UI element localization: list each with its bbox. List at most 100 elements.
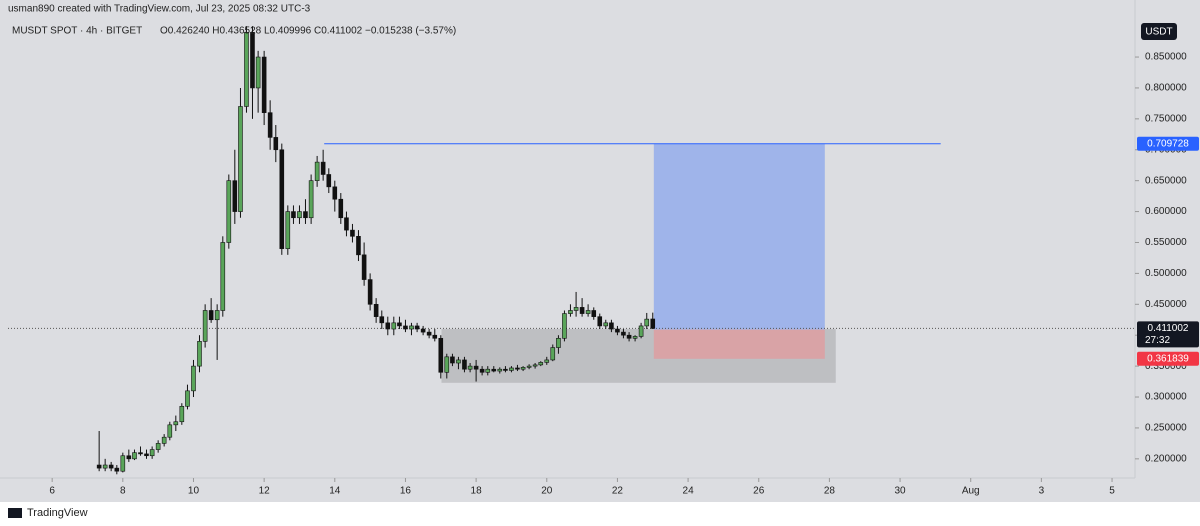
candle-body xyxy=(297,211,302,219)
x-tick-label: 12 xyxy=(259,486,271,497)
candle-body xyxy=(462,359,467,370)
candle-body xyxy=(526,365,532,368)
candle-body xyxy=(273,137,279,151)
candle-body xyxy=(573,307,579,311)
candle-body xyxy=(350,229,355,237)
candle-body xyxy=(615,328,620,333)
candle-body xyxy=(356,236,361,256)
candle-body xyxy=(432,334,438,339)
price-tag: 0.709728 xyxy=(1147,138,1189,149)
y-tick-label: 0.200000 xyxy=(1145,453,1187,464)
candle-body xyxy=(197,341,202,367)
candle-body xyxy=(538,362,544,366)
x-tick-label: 22 xyxy=(612,486,624,497)
x-tick-label: 20 xyxy=(541,486,553,497)
candle-body xyxy=(603,322,609,327)
candle-body xyxy=(403,325,408,330)
candle-body xyxy=(179,405,185,423)
x-tick-label: 16 xyxy=(400,486,412,497)
candle-body xyxy=(338,198,344,219)
footer-bg xyxy=(0,502,1200,526)
candle-body xyxy=(485,368,491,373)
background xyxy=(0,0,1200,502)
candle-body xyxy=(291,211,296,219)
y-tick-label: 0.550000 xyxy=(1145,237,1187,248)
brand-logo xyxy=(8,508,22,518)
candle-body xyxy=(515,367,520,370)
candle-body xyxy=(426,331,432,336)
candle-body xyxy=(562,313,567,339)
candle-body xyxy=(367,279,373,305)
x-tick-label: 26 xyxy=(753,486,765,497)
candle-body xyxy=(479,368,485,373)
y-tick-label: 0.750000 xyxy=(1145,113,1187,124)
plot: 0.2000000.2500000.3000000.3500000.400000… xyxy=(8,26,1187,497)
candle-body xyxy=(173,421,179,426)
candle-body xyxy=(314,161,320,181)
y-tick-label: 0.300000 xyxy=(1145,392,1187,403)
candle-body xyxy=(149,449,155,457)
candle-body xyxy=(591,310,597,317)
target-zone xyxy=(653,143,825,330)
candle-body xyxy=(326,174,332,188)
candle-body xyxy=(497,368,503,372)
price-tag-bg xyxy=(1137,136,1199,151)
ohlc-legend: O0.426240 H0.436528 L0.409996 C0.411002 … xyxy=(160,26,456,37)
candle-body xyxy=(250,32,255,89)
candle-body xyxy=(320,161,326,175)
candle-body xyxy=(467,365,473,370)
candle-body xyxy=(520,367,526,370)
candle-body xyxy=(579,307,585,314)
candle-body xyxy=(556,337,561,348)
price-tag-bg xyxy=(1137,351,1199,366)
x-tick-label: 6 xyxy=(49,486,55,497)
candle-body xyxy=(220,242,226,311)
countdown: 27:32 xyxy=(1145,335,1170,346)
brand: TradingView xyxy=(27,507,88,519)
candle-body xyxy=(491,368,497,372)
x-tick-label: 30 xyxy=(894,486,906,497)
candle-body xyxy=(650,318,656,329)
candle-body xyxy=(503,368,508,371)
candle-body xyxy=(379,316,385,324)
last-price-bg xyxy=(1137,321,1199,348)
y-tick-label: 0.350000 xyxy=(1145,361,1187,372)
candle-body xyxy=(414,325,420,330)
candle-body xyxy=(232,180,238,212)
candle-body xyxy=(191,365,196,392)
candle-body xyxy=(644,318,650,327)
candle-body xyxy=(344,217,349,231)
currency: USDT xyxy=(1145,27,1172,38)
y-tick-label: 0.500000 xyxy=(1145,268,1187,279)
candle-body xyxy=(161,436,167,444)
candle-body xyxy=(279,149,285,249)
candle-body xyxy=(456,359,461,364)
candle-body xyxy=(102,464,108,469)
candle-body xyxy=(409,325,414,330)
candle-body xyxy=(120,455,126,472)
candle-body xyxy=(438,337,444,373)
header: usman890 created with TradingView.com, J… xyxy=(8,4,311,15)
candle-body xyxy=(202,310,208,342)
candle-body xyxy=(126,455,132,460)
candle-body xyxy=(332,186,338,200)
candle-body xyxy=(544,359,550,363)
candle-body xyxy=(532,364,538,367)
symbol: MUSDT SPOT · 4h · BITGET xyxy=(12,26,142,37)
candle-body xyxy=(144,453,149,457)
x-tick-label: Aug xyxy=(962,486,980,497)
candle-body xyxy=(226,180,232,243)
y-tick-label: 0.450000 xyxy=(1145,299,1187,310)
candle-body xyxy=(214,310,220,321)
y-tick-label: 0.800000 xyxy=(1145,83,1187,94)
candle-body xyxy=(114,467,120,472)
x-tick-label: 18 xyxy=(471,486,483,497)
candle-body xyxy=(385,322,391,330)
candle-body xyxy=(391,322,397,330)
candle-body xyxy=(308,180,314,219)
candle-body xyxy=(568,310,573,314)
candle-body xyxy=(638,325,644,337)
candle-body xyxy=(238,106,243,212)
candle-body xyxy=(361,254,367,280)
